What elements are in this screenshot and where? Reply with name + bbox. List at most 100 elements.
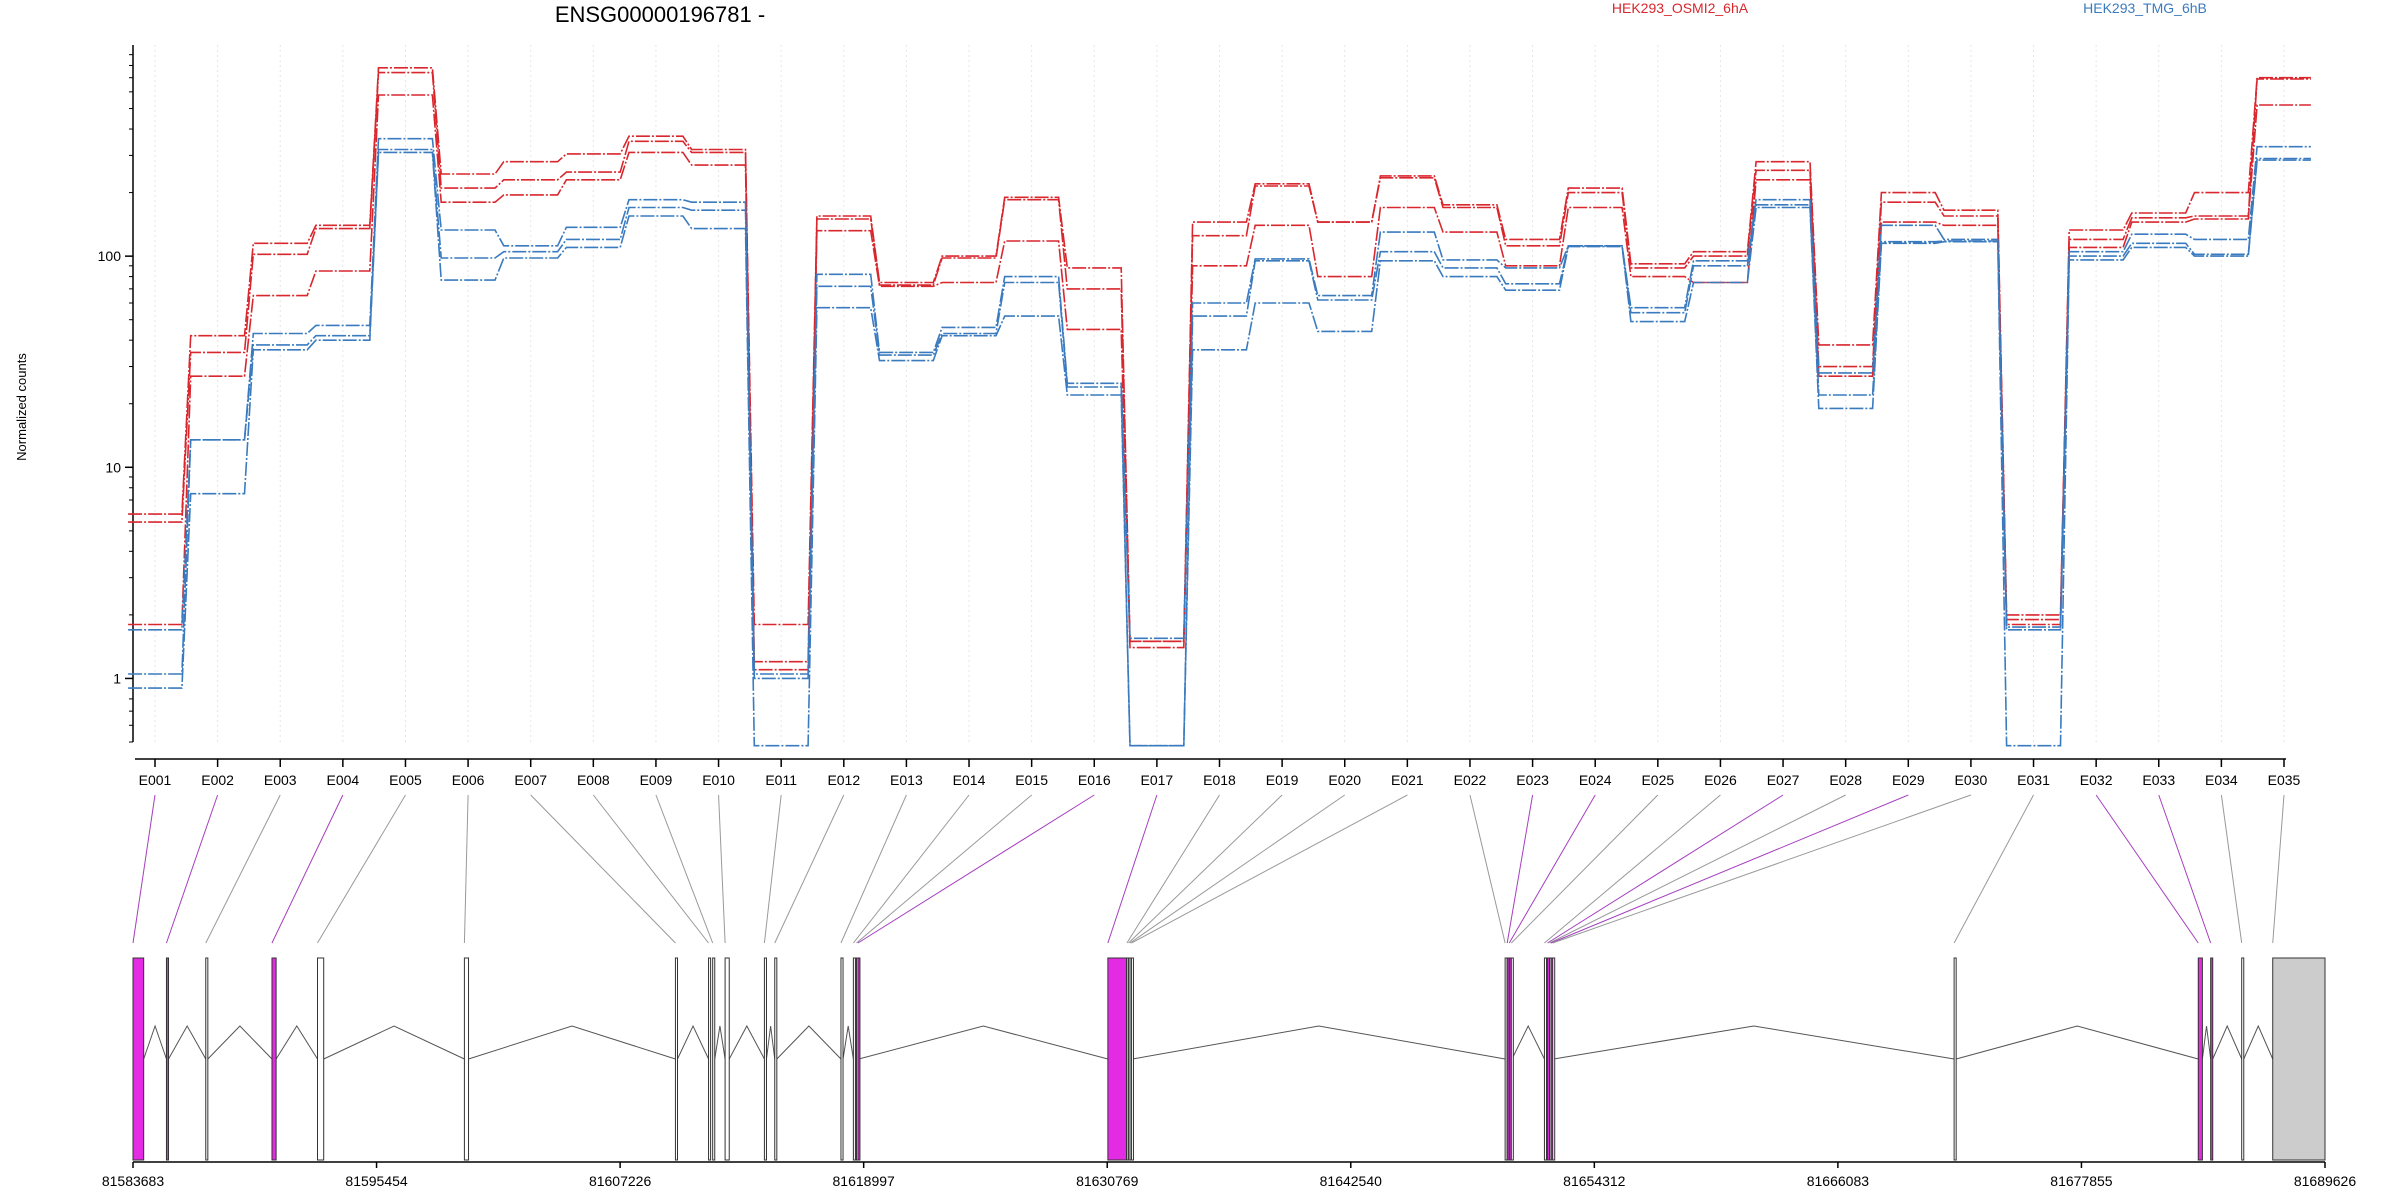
- exon-block: [712, 957, 716, 1161]
- x-tick-label: E028: [1829, 772, 1862, 788]
- exon-block: [2197, 957, 2203, 1161]
- exon-block: [1510, 957, 1514, 1161]
- x-tick-label: E034: [2205, 772, 2238, 788]
- exon-block: [316, 957, 325, 1161]
- exon-connector: [1549, 794, 1846, 944]
- exon-block: [1107, 957, 1127, 1161]
- exon-connector: [1508, 794, 1596, 944]
- exon-connector: [852, 794, 970, 944]
- legend-label-blue: HEK293_TMG_6hB: [2083, 0, 2207, 16]
- x-tick-label: E006: [452, 772, 485, 788]
- exon-connector: [1550, 794, 1909, 944]
- intron-line: [714, 1025, 726, 1060]
- exon-block: [165, 957, 170, 1161]
- exon-connector: [2158, 794, 2212, 944]
- exon-connector: [763, 794, 782, 944]
- grid-lines: [154, 45, 2285, 742]
- intron-line: [1511, 1024, 1545, 1060]
- series-line: [128, 151, 2311, 747]
- intron-line: [468, 1025, 676, 1060]
- intron-line: [842, 1025, 854, 1060]
- genome-tick-label: 81607226: [589, 1173, 652, 1189]
- x-tick-label: E005: [389, 772, 422, 788]
- exon-connector: [718, 794, 726, 944]
- intron-line: [143, 1024, 167, 1060]
- x-tick-label: E020: [1328, 772, 1361, 788]
- exon-connector: [856, 794, 1032, 944]
- exon-connector: [1953, 794, 2034, 944]
- intron-line: [728, 1024, 765, 1060]
- x-tick-label: E001: [139, 772, 172, 788]
- x-tick-label: E029: [1892, 772, 1925, 788]
- y-axis: 1 10 100: [98, 45, 134, 743]
- intron-line: [168, 1024, 207, 1060]
- exon-connector: [205, 794, 281, 944]
- intron-line: [2201, 1025, 2212, 1060]
- x-axis: E001 E002 E003 E004 E005 E006 E007 E008 E009 E010…: [135, 758, 2301, 788]
- exon-block: [205, 957, 209, 1161]
- x-tick-label: E010: [702, 772, 735, 788]
- intron-line: [2243, 1024, 2274, 1060]
- exon-block: [852, 957, 856, 1161]
- exon-block: [132, 957, 145, 1161]
- intron-line: [275, 1025, 318, 1060]
- genome-tick-label: 81583683: [102, 1173, 165, 1189]
- x-tick-label: E019: [1266, 772, 1299, 788]
- x-tick-label: E014: [953, 772, 986, 788]
- exon-connector: [317, 794, 406, 944]
- exon-connector: [655, 794, 714, 944]
- exon-connector: [1469, 794, 1506, 944]
- x-tick-label: E015: [1015, 772, 1048, 788]
- x-tick-label: E012: [827, 772, 860, 788]
- intron-line: [677, 1024, 709, 1060]
- exon-connector: [1510, 794, 1659, 944]
- y-tick-label: 1: [113, 670, 121, 686]
- x-tick-label: E011: [765, 772, 797, 788]
- genome-tick-label: 81630769: [1076, 1173, 1139, 1189]
- exon-block: [674, 957, 679, 1161]
- genome-axis: 81583683 81595454 81607226 81618997 81630769…: [102, 1161, 2357, 1189]
- series-line: [128, 67, 2311, 643]
- x-tick-label: E018: [1203, 772, 1236, 788]
- genome-tick-label: 81618997: [833, 1173, 896, 1189]
- exon-connector: [1506, 794, 1534, 944]
- genome-tick-label: 81689626: [2294, 1173, 2357, 1189]
- x-tick-label: E031: [2017, 772, 2050, 788]
- exon-block: [708, 957, 712, 1161]
- x-tick-label: E008: [577, 772, 610, 788]
- exon-connector: [132, 794, 156, 944]
- exon-connector: [1128, 794, 1283, 944]
- exon-block: [724, 957, 730, 1161]
- intron-line: [858, 1025, 1108, 1060]
- exon-connector: [2220, 794, 2243, 944]
- x-tick-label: E026: [1704, 772, 1737, 788]
- x-tick-label: E009: [640, 772, 673, 788]
- exon-block: [1552, 957, 1556, 1161]
- y-tick-label: 10: [105, 459, 121, 475]
- x-tick-label: E013: [890, 772, 923, 788]
- genome-tick-label: 81642540: [1320, 1173, 1383, 1189]
- intron-line: [207, 1025, 273, 1060]
- exon-connector: [1547, 794, 1784, 944]
- exon-block: [2241, 957, 2245, 1161]
- exon-block: [271, 957, 277, 1161]
- gene-model: [132, 957, 2326, 1161]
- exon-connector: [1552, 794, 1972, 944]
- series-line: [128, 94, 2311, 671]
- exon-connector: [774, 794, 845, 944]
- x-tick-label: E007: [514, 772, 547, 788]
- y-tick-label: 100: [98, 248, 122, 264]
- exon-block: [1543, 957, 1548, 1161]
- genome-tick-label: 81677855: [2050, 1173, 2113, 1189]
- x-tick-label: E025: [1641, 772, 1674, 788]
- x-tick-label: E023: [1516, 772, 1549, 788]
- exon-connector: [840, 794, 907, 944]
- intron-line: [765, 1025, 776, 1060]
- x-tick-label: E003: [264, 772, 297, 788]
- exon-block: [1953, 957, 1957, 1161]
- intron-line: [1553, 1025, 1955, 1060]
- x-tick-label: E033: [2142, 772, 2175, 788]
- exon-connector: [1126, 794, 1220, 944]
- exon-connector: [2272, 794, 2285, 944]
